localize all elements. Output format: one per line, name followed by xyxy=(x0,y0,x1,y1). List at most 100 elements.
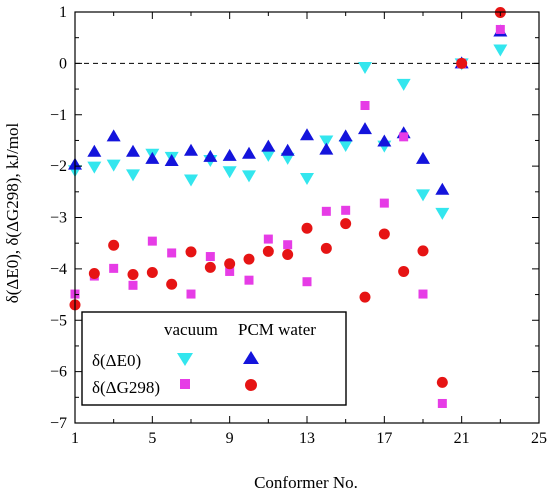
data-point xyxy=(319,142,334,155)
legend-box xyxy=(81,311,347,406)
y-tick-label: −6 xyxy=(50,364,67,381)
data-point xyxy=(378,228,390,240)
data-point xyxy=(340,218,352,230)
legend-marker-g298-vacuum xyxy=(180,379,190,389)
x-tick-label: 5 xyxy=(148,430,156,447)
data-point xyxy=(186,289,196,299)
y-axis-title: δ(ΔE0), δ(ΔG298), kJ/mol xyxy=(3,122,22,303)
x-axis-title: Conformer No. xyxy=(254,473,358,492)
data-point xyxy=(301,222,313,234)
data-point xyxy=(396,78,411,91)
x-tick-label: 17 xyxy=(376,430,392,447)
legend-marker-g298-pcm xyxy=(245,379,257,391)
data-point xyxy=(205,252,215,262)
data-point xyxy=(417,245,429,257)
x-tick-label: 25 xyxy=(531,430,547,447)
data-point xyxy=(379,198,389,208)
data-point xyxy=(360,101,370,111)
data-point xyxy=(359,291,371,303)
data-point xyxy=(456,57,468,69)
data-point xyxy=(398,265,410,277)
data-point xyxy=(167,248,177,258)
legend: vacuum PCM water δ(ΔE0) δ(ΔG298) xyxy=(81,311,347,406)
data-point xyxy=(87,144,102,157)
legend-row-delta-g298: δ(ΔG298) xyxy=(92,378,160,397)
data-point xyxy=(263,234,273,244)
series-1 xyxy=(68,24,508,195)
data-point xyxy=(283,240,293,250)
data-point xyxy=(128,280,138,290)
x-tick-label: 1 xyxy=(71,430,79,447)
data-point xyxy=(341,205,351,215)
data-point xyxy=(224,258,236,270)
data-point xyxy=(319,135,334,148)
data-point xyxy=(185,246,197,258)
data-point xyxy=(87,161,102,174)
data-point xyxy=(377,134,392,147)
data-point xyxy=(493,44,508,57)
data-point xyxy=(222,148,237,161)
data-point xyxy=(358,122,372,135)
data-point xyxy=(225,266,235,276)
x-tick-label: 9 xyxy=(226,430,234,447)
data-point xyxy=(280,143,295,156)
data-point xyxy=(320,242,332,254)
data-point xyxy=(145,151,160,164)
data-point xyxy=(184,143,198,156)
y-tick-label: −3 xyxy=(50,210,67,227)
data-point xyxy=(147,236,157,246)
data-point xyxy=(416,189,430,202)
data-point xyxy=(243,253,255,265)
data-point xyxy=(262,245,274,257)
data-point xyxy=(146,266,158,278)
x-tick-label: 21 xyxy=(454,430,470,447)
y-tick-label: 0 xyxy=(59,55,67,72)
y-tick-label: −4 xyxy=(50,261,67,278)
data-point xyxy=(261,139,276,152)
data-point xyxy=(164,153,179,166)
data-point xyxy=(437,398,447,408)
data-point xyxy=(166,278,178,290)
data-point xyxy=(261,149,276,162)
data-point xyxy=(204,261,216,273)
data-point xyxy=(302,277,312,287)
legend-col-pcm-water: PCM water xyxy=(238,320,316,339)
data-point xyxy=(222,166,237,179)
data-point xyxy=(126,144,140,157)
data-point xyxy=(106,159,121,172)
data-point xyxy=(184,174,198,187)
legend-marker-e0-pcm xyxy=(243,351,259,364)
data-point xyxy=(88,267,100,279)
data-point xyxy=(321,206,331,216)
data-point xyxy=(399,132,409,142)
y-tick-label: 1 xyxy=(59,4,67,21)
data-point xyxy=(338,140,353,153)
data-point xyxy=(108,239,120,251)
y-tick-label: −5 xyxy=(50,312,67,329)
legend-marker-e0-vacuum xyxy=(177,353,193,366)
data-point xyxy=(109,263,119,273)
data-point xyxy=(338,129,353,142)
data-point xyxy=(127,269,139,281)
y-tick-label: −2 xyxy=(50,158,67,175)
data-point xyxy=(242,170,256,183)
y-tick-label: −7 xyxy=(50,415,67,432)
data-point xyxy=(416,151,430,164)
data-point xyxy=(436,376,448,388)
data-point xyxy=(106,129,121,142)
data-point xyxy=(435,207,450,220)
y-tick-label: −1 xyxy=(50,107,67,124)
data-point xyxy=(300,128,314,141)
data-point xyxy=(282,248,294,260)
data-point xyxy=(126,169,140,182)
data-point xyxy=(203,149,218,162)
data-point xyxy=(495,24,505,34)
legend-row-delta-e0: δ(ΔE0) xyxy=(92,351,141,370)
legend-col-vacuum: vacuum xyxy=(164,320,218,339)
data-point xyxy=(418,289,428,299)
data-point xyxy=(435,182,450,195)
data-point xyxy=(358,61,372,74)
series-3 xyxy=(69,7,506,388)
x-tick-label: 13 xyxy=(299,430,315,447)
